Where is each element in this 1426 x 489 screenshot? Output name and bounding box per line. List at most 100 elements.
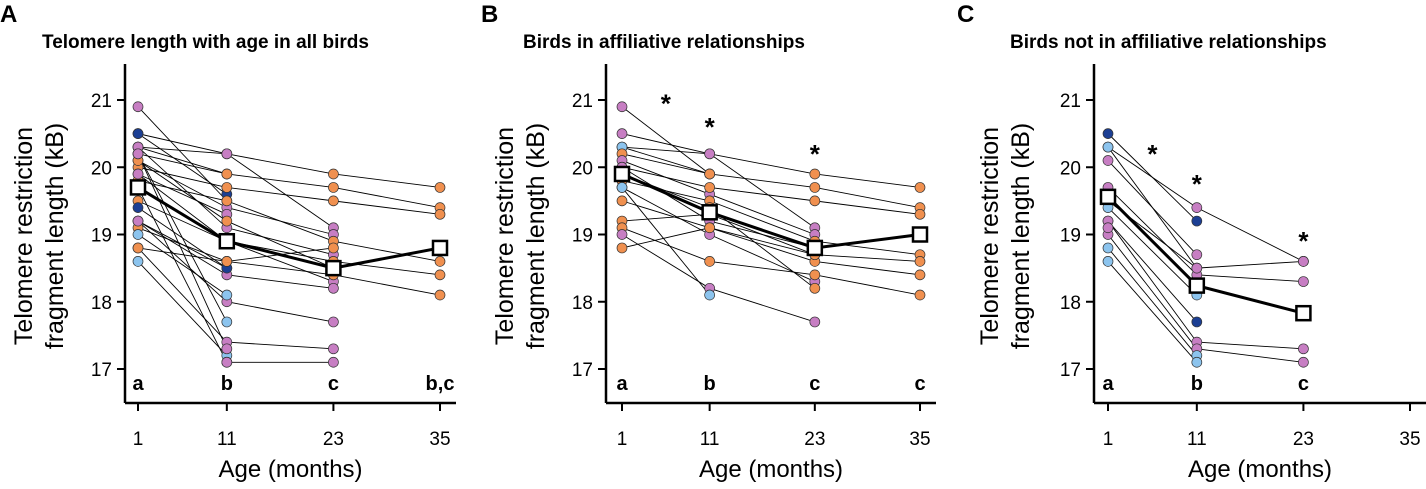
bird-point: [1298, 256, 1309, 267]
bird-series-group: [1102, 128, 1309, 368]
bird-point: [704, 289, 715, 301]
bird-point: [1102, 155, 1114, 166]
mean-point: [325, 259, 342, 277]
bird-line: [137, 261, 228, 356]
x-tick-label: 23: [804, 429, 825, 450]
bird-line: [1107, 220, 1198, 323]
panel-title: Birds not in affiliative relationships: [1010, 32, 1327, 53]
significance-letter: b: [221, 373, 233, 395]
significance-letter: b,c: [426, 373, 455, 395]
significance-star: *: [1192, 169, 1203, 199]
panel-b: B Birds in affiliative relationships Telom…: [481, 1, 936, 483]
bird-point: [616, 195, 628, 207]
bird-line: [621, 166, 921, 215]
y-tick-label: 18: [572, 293, 593, 314]
x-tick-label: 35: [429, 429, 450, 450]
bird-line: [137, 153, 228, 350]
y-axis-label-line1: Telomere restriction: [10, 127, 38, 345]
bird-point: [1191, 316, 1203, 328]
bird-point: [809, 269, 821, 281]
y-tick-label: 21: [91, 91, 112, 112]
bird-point: [914, 269, 926, 281]
mean-point: [1295, 304, 1312, 322]
bird-point: [221, 168, 233, 180]
bird-line: [621, 133, 816, 229]
bird-point: [1102, 242, 1114, 254]
bird-point: [1191, 249, 1203, 261]
y-tick-label: 21: [572, 91, 593, 112]
mean-point: [431, 239, 449, 257]
y-tick-label: 21: [1060, 91, 1081, 112]
bird-point: [328, 168, 339, 180]
bird-point: [809, 316, 821, 328]
bird-point: [132, 215, 144, 227]
significance-star: *: [705, 112, 716, 142]
mean-point: [806, 239, 824, 257]
bird-line: [137, 227, 441, 296]
bird-line: [137, 173, 228, 215]
bird-point: [132, 256, 144, 267]
bird-point: [616, 229, 628, 240]
bird-point: [328, 356, 339, 368]
bird-line: [1107, 261, 1198, 363]
y-axis-label-line1: Telomere restriction: [491, 127, 519, 345]
significance-star: *: [810, 139, 821, 169]
bird-point: [221, 195, 233, 207]
bird-point: [221, 148, 233, 160]
bird-line: [1107, 146, 1304, 262]
bird-line: [621, 187, 816, 282]
bird-point: [914, 182, 926, 193]
bird-point: [132, 242, 144, 254]
bird-point: [132, 202, 144, 213]
bird-line: [1107, 200, 1304, 269]
bird-point: [132, 229, 144, 240]
bird-line: [621, 213, 815, 256]
bird-point: [704, 168, 715, 180]
panel-letter: B: [481, 1, 498, 28]
bird-point: [914, 256, 926, 267]
x-tick-label: 35: [909, 429, 930, 450]
bird-point: [704, 148, 715, 160]
y-tick-label: 17: [1060, 360, 1081, 381]
x-tick-label: 23: [323, 429, 344, 450]
bird-line: [137, 200, 441, 276]
significance-star: *: [661, 88, 672, 118]
x-tick-label: 35: [1399, 429, 1420, 450]
bird-line: [137, 187, 228, 363]
significance-letter: c: [1298, 373, 1309, 395]
x-tick-label: 1: [133, 429, 144, 450]
x-axis-label: Age (months): [1188, 456, 1332, 483]
bird-point: [328, 195, 339, 207]
bird-point: [434, 269, 446, 281]
mean-line: [621, 172, 921, 250]
y-axis-label-line2: fragment length (kB): [522, 123, 550, 350]
bird-line: [621, 153, 921, 209]
bird-point: [616, 242, 628, 254]
y-tick-label: 20: [1060, 158, 1081, 179]
y-tick-label: 20: [572, 158, 593, 179]
mean-line: [137, 186, 441, 270]
y-tick-label: 19: [1060, 226, 1081, 247]
y-tick-label: 17: [572, 360, 593, 381]
bird-line: [621, 106, 710, 175]
bird-point: [132, 101, 144, 113]
x-tick-label: 1: [617, 429, 628, 450]
bird-point: [616, 128, 628, 139]
x-tick-label: 11: [700, 429, 720, 450]
bird-point: [221, 215, 233, 227]
bird-point: [221, 256, 233, 267]
significance-letter: b: [704, 373, 716, 395]
bird-line: [137, 106, 228, 202]
significance-letter: a: [1102, 373, 1114, 395]
bird-point: [1191, 356, 1203, 368]
bird-line: [1107, 220, 1304, 350]
bird-line: [137, 146, 441, 188]
bird-line: [621, 146, 710, 175]
bird-point: [1102, 141, 1114, 153]
y-axis-label: Telomere restriction fragment length (kB): [10, 123, 69, 350]
bird-point: [809, 182, 821, 193]
significance-letter: a: [132, 373, 144, 395]
panel-title: Telomere length with age in all birds: [42, 32, 369, 53]
bird-point: [328, 282, 339, 294]
x-axis-label: Age (months): [218, 456, 362, 483]
